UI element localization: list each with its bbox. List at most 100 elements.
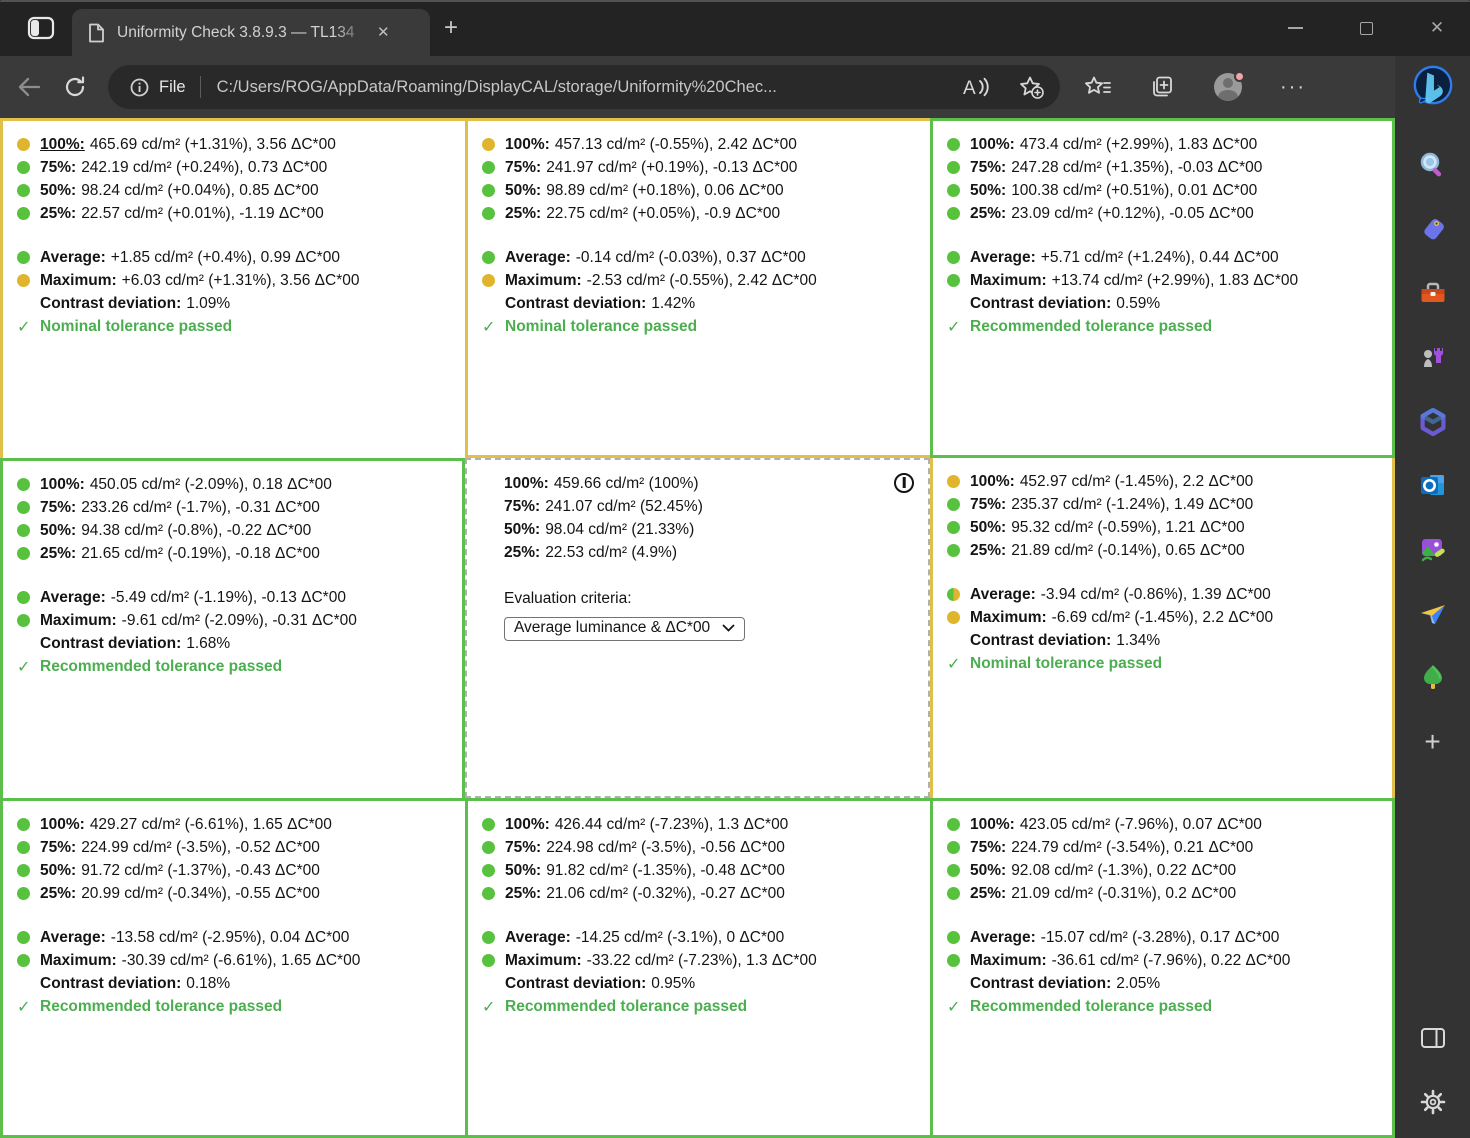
info-icon[interactable] bbox=[130, 78, 149, 97]
measurement-value: 100.38 cd/m² (+0.51%), 0.01 ΔC*00 bbox=[1011, 181, 1258, 199]
uniformity-panel-bottom-right: 100%: 423.05 cd/m² (-7.96%), 0.07 ΔC*00 75… bbox=[930, 798, 1395, 1138]
measurement-row: Contrast deviation: 1.42% bbox=[482, 292, 916, 315]
measurement-label: 50%: bbox=[40, 521, 77, 539]
evaluation-criteria-selected: Average luminance & ΔC*00 bbox=[514, 619, 711, 636]
measurement-row: 25%: 21.06 cd/m² (-0.32%), -0.27 ΔC*00 bbox=[482, 882, 916, 905]
measurement-value: -13.58 cd/m² (-2.95%), 0.04 ΔC*00 bbox=[110, 928, 350, 946]
summary-block: Average: -13.58 cd/m² (-2.95%), 0.04 ΔC*0… bbox=[17, 926, 451, 1018]
dot-slot bbox=[17, 138, 40, 151]
tab-workspaces-icon[interactable] bbox=[26, 15, 56, 41]
status-dot-green bbox=[17, 591, 30, 604]
dot-slot bbox=[482, 818, 505, 831]
status-dot-green-yellow bbox=[947, 588, 960, 601]
status-dot-yellow bbox=[482, 274, 495, 287]
microsoft-365-icon[interactable] bbox=[1411, 400, 1455, 444]
back-icon[interactable] bbox=[12, 70, 46, 104]
address-bar[interactable]: File C:/Users/ROG/AppData/Roaming/Displa… bbox=[108, 65, 1060, 109]
measurement-row: 100%: 426.44 cd/m² (-7.23%), 1.3 ΔC*00 bbox=[482, 813, 916, 836]
read-aloud-icon[interactable]: A bbox=[962, 76, 992, 98]
measurement-label: Contrast deviation: bbox=[505, 974, 647, 992]
tolerance-status: ✓ Recommended tolerance passed bbox=[17, 995, 451, 1018]
url-text[interactable]: C:/Users/ROG/AppData/Roaming/DisplayCAL/… bbox=[216, 77, 777, 96]
measurement-row: Contrast deviation: 2.05% bbox=[947, 972, 1378, 995]
add-sidebar-item-icon[interactable]: + bbox=[1424, 726, 1441, 757]
measurement-value: 91.82 cd/m² (-1.35%), -0.48 ΔC*00 bbox=[546, 861, 785, 879]
uniformity-panel-middle-left: 100%: 450.05 cd/m² (-2.09%), 0.18 ΔC*00 75… bbox=[0, 458, 465, 798]
titlebar: Uniformity Check 3.8.9.3 — TL134 ✕ + ✕ bbox=[0, 0, 1470, 56]
measurement-label: 75%: bbox=[505, 838, 542, 856]
window-controls: ✕ bbox=[1282, 0, 1456, 56]
drop-icon[interactable] bbox=[1411, 592, 1455, 636]
dot-slot bbox=[482, 251, 505, 264]
measurement-label: Contrast deviation: bbox=[970, 631, 1112, 649]
measurement-label: Contrast deviation: bbox=[505, 294, 647, 312]
dot-slot bbox=[482, 161, 505, 174]
tolerance-status: ✓ Nominal tolerance passed bbox=[17, 315, 451, 338]
favorites-icon[interactable] bbox=[1084, 75, 1112, 99]
games-icon[interactable] bbox=[1411, 336, 1455, 380]
measurement-row: 25%: 22.57 cd/m² (+0.01%), -1.19 ΔC*00 bbox=[17, 202, 451, 225]
measurement-label: 25%: bbox=[40, 884, 77, 902]
measurement-row: Maximum: +13.74 cd/m² (+2.99%), 1.83 ΔC*0… bbox=[947, 269, 1378, 292]
measurement-value: 21.65 cd/m² (-0.19%), -0.18 ΔC*00 bbox=[81, 544, 320, 562]
measurement-row: 75%: 247.28 cd/m² (+1.35%), -0.03 ΔC*00 bbox=[947, 156, 1378, 179]
measurement-value: -36.61 cd/m² (-7.96%), 0.22 ΔC*00 bbox=[1051, 951, 1291, 969]
dot-slot bbox=[17, 614, 40, 627]
measurement-label: 75%: bbox=[40, 498, 77, 516]
dot-slot bbox=[947, 864, 970, 877]
bing-copilot-icon[interactable] bbox=[1411, 64, 1455, 108]
tolerance-status-text: Recommended tolerance passed bbox=[970, 997, 1213, 1015]
status-dot-green bbox=[482, 887, 495, 900]
evaluation-criteria-label-row: Evaluation criteria: bbox=[481, 587, 914, 610]
tolerance-status-text: Recommended tolerance passed bbox=[505, 997, 748, 1015]
measurement-value: 0.59% bbox=[1116, 294, 1161, 312]
maximize-button[interactable] bbox=[1353, 15, 1379, 41]
more-options-icon[interactable]: ··· bbox=[1280, 75, 1306, 98]
measurement-label: 75%: bbox=[970, 495, 1007, 513]
image-creator-icon[interactable] bbox=[1411, 528, 1455, 572]
new-tab-icon[interactable]: + bbox=[444, 14, 459, 41]
refresh-icon[interactable] bbox=[58, 70, 92, 104]
settings-gear-icon[interactable] bbox=[1411, 1080, 1455, 1124]
tolerance-status: ✓ Recommended tolerance passed bbox=[482, 995, 916, 1018]
measurement-label: 75%: bbox=[40, 158, 77, 176]
collections-icon[interactable] bbox=[1150, 75, 1176, 99]
tolerance-status-text: Nominal tolerance passed bbox=[970, 654, 1163, 672]
measurement-value: 465.69 cd/m² (+1.31%), 3.56 ΔC*00 bbox=[89, 135, 336, 153]
add-favorite-icon[interactable] bbox=[1018, 75, 1044, 99]
tree-icon[interactable] bbox=[1411, 656, 1455, 700]
measurement-label: 75%: bbox=[40, 838, 77, 856]
measurement-label: 100%: bbox=[504, 474, 549, 492]
dot-slot bbox=[17, 954, 40, 967]
evaluation-criteria-select[interactable]: Average luminance & ΔC*00 bbox=[504, 617, 746, 641]
summary-block: Average: +5.71 cd/m² (+1.24%), 0.44 ΔC*00… bbox=[947, 246, 1378, 338]
status-dot-yellow bbox=[17, 274, 30, 287]
display-power-toggle-icon[interactable] bbox=[894, 473, 914, 493]
dot-slot bbox=[947, 274, 970, 287]
outlook-icon[interactable] bbox=[1411, 464, 1455, 508]
tolerance-status-text: Recommended tolerance passed bbox=[40, 657, 283, 675]
toolbox-icon[interactable] bbox=[1411, 272, 1455, 316]
measurement-value: -33.22 cd/m² (-7.23%), 1.3 ΔC*00 bbox=[586, 951, 817, 969]
measurement-label: 25%: bbox=[40, 204, 77, 222]
shopping-tag-icon[interactable] bbox=[1411, 208, 1455, 252]
close-button[interactable]: ✕ bbox=[1429, 18, 1445, 37]
measurement-label: 25%: bbox=[505, 884, 542, 902]
measurement-value: 224.99 cd/m² (-3.5%), -0.52 ΔC*00 bbox=[81, 838, 320, 856]
status-dot-green bbox=[482, 818, 495, 831]
search-icon[interactable] bbox=[1411, 144, 1455, 188]
minimize-button[interactable] bbox=[1282, 15, 1308, 41]
measurement-label: Contrast deviation: bbox=[40, 634, 182, 652]
dot-slot bbox=[482, 274, 505, 287]
dot-slot bbox=[482, 207, 505, 220]
profile-avatar[interactable] bbox=[1214, 71, 1245, 101]
dot-slot bbox=[947, 475, 970, 488]
sidebar-panel-icon[interactable] bbox=[1411, 1016, 1455, 1060]
status-dot-green bbox=[17, 547, 30, 560]
browser-tab[interactable]: Uniformity Check 3.8.9.3 — TL134 ✕ bbox=[72, 9, 430, 56]
measurement-row: 25%: 23.09 cd/m² (+0.12%), -0.05 ΔC*00 bbox=[947, 202, 1378, 225]
measurement-row: 100%: 459.66 cd/m² (100%) bbox=[481, 472, 914, 495]
tab-close-icon[interactable]: ✕ bbox=[377, 24, 390, 41]
dot-slot bbox=[947, 818, 970, 831]
measurement-row: 75%: 235.37 cd/m² (-1.24%), 1.49 ΔC*00 bbox=[947, 493, 1378, 516]
